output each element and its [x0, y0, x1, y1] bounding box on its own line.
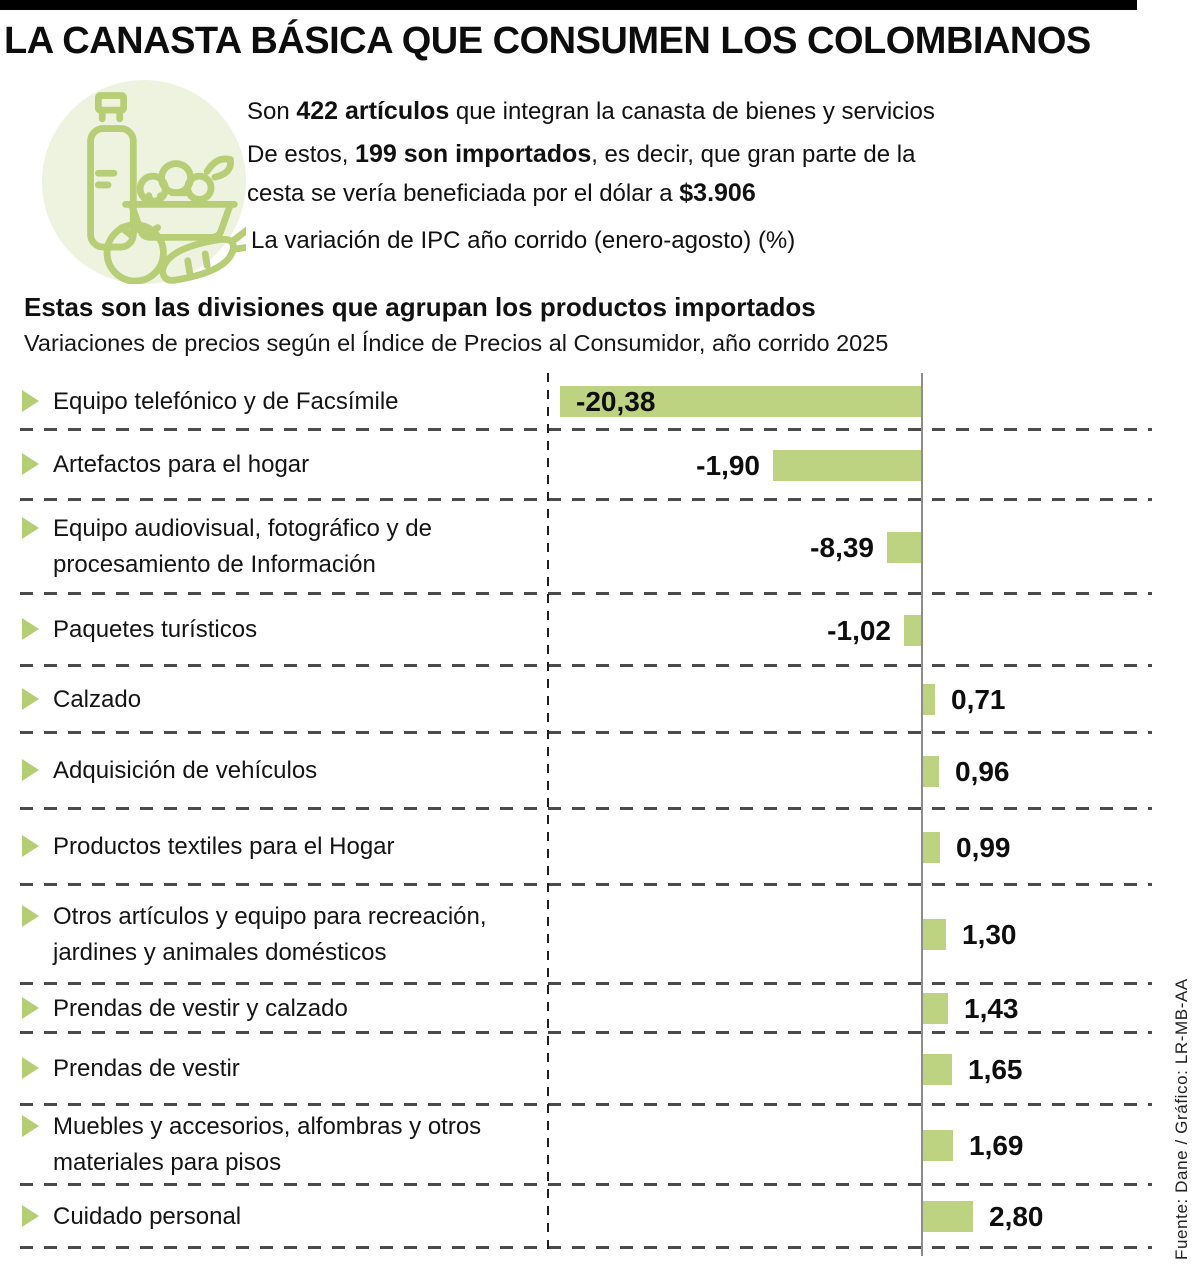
- chart-row: Calzado 0,71: [0, 666, 1200, 733]
- value-label: 1,69: [969, 1130, 1024, 1161]
- chart-row: Equipo audiovisual, fotográfico y deproc…: [0, 500, 1200, 594]
- value-label: 1,43: [964, 993, 1019, 1024]
- chart-row: Prendas de vestir 1,65: [0, 1033, 1200, 1105]
- page-title: LA CANASTA BÁSICA QUE CONSUMEN LOS COLOM…: [4, 20, 1091, 63]
- value-bar: [922, 832, 940, 863]
- value-bar: [922, 756, 939, 787]
- category-label-text: Prendas de vestir: [53, 1051, 240, 1087]
- category-label: Cuidado personal: [22, 1199, 241, 1235]
- intro-text: Son 422 artículos que integran la canast…: [247, 92, 987, 260]
- row-marker-icon: [22, 618, 39, 640]
- category-label: Otros artículos y equipo para recreación…: [22, 899, 487, 971]
- ipc-bar-chart: Equipo telefónico y de Facsímile -20,38 Ar…: [0, 373, 1200, 1258]
- row-marker-icon: [22, 759, 39, 781]
- chart-row: Muebles y accesorios, alfombras y otrosm…: [0, 1105, 1200, 1185]
- value-bar: [904, 615, 922, 646]
- source-credit: Fuente: Dane / Gráfico: LR-MB-AA: [1172, 978, 1192, 1260]
- infographic-canasta-basica: LA CANASTA BÁSICA QUE CONSUMEN LOS COLOM…: [0, 0, 1200, 1266]
- category-label: Equipo audiovisual, fotográfico y deproc…: [22, 511, 432, 583]
- chart-row: Otros artículos y equipo para recreación…: [0, 885, 1200, 984]
- value-bar: [922, 684, 935, 715]
- zero-axis-line: [921, 373, 923, 1256]
- chart-row: Artefactos para el hogar -1,90: [0, 430, 1200, 500]
- intro-line: La variación de IPC año corrido (enero-a…: [251, 222, 987, 260]
- value-label: 1,30: [962, 919, 1017, 950]
- row-marker-icon: [22, 835, 39, 857]
- category-label: Calzado: [22, 682, 141, 718]
- chart-row: Equipo telefónico y de Facsímile -20,38: [0, 373, 1200, 430]
- chart-row: Cuidado personal 2,80: [0, 1185, 1200, 1248]
- value-bar: [773, 450, 922, 481]
- category-label: Equipo telefónico y de Facsímile: [22, 384, 399, 420]
- value-label: 0,71: [951, 684, 1006, 715]
- value-bar: [922, 1054, 952, 1085]
- value-bar: [922, 919, 946, 950]
- row-marker-icon: [22, 517, 39, 539]
- intro-line: De estos, 199 son importados, es decir, …: [247, 135, 987, 174]
- value-label: 0,99: [956, 832, 1011, 863]
- category-label: Prendas de vestir y calzado: [22, 991, 348, 1027]
- value-label: 0,96: [955, 756, 1010, 787]
- category-label-text: Adquisición de vehículos: [53, 753, 317, 789]
- value-label: -8,39: [810, 532, 874, 563]
- grocery-basket-icon: [42, 80, 246, 284]
- section-subheading: Variaciones de precios según el Índice d…: [24, 330, 888, 357]
- top-accent-bar: [0, 0, 1137, 10]
- category-label-text: Calzado: [53, 682, 141, 718]
- value-bar: [922, 993, 948, 1024]
- category-label: Prendas de vestir: [22, 1051, 240, 1087]
- category-label-text: Productos textiles para el Hogar: [53, 829, 395, 865]
- category-label: Adquisición de vehículos: [22, 753, 317, 789]
- category-label-text: Equipo audiovisual, fotográfico y deproc…: [53, 511, 432, 583]
- row-marker-icon: [22, 688, 39, 710]
- row-marker-icon: [22, 1115, 39, 1137]
- category-label: Artefactos para el hogar: [22, 447, 309, 483]
- row-marker-icon: [22, 390, 39, 412]
- chart-row: Productos textiles para el Hogar 0,99: [0, 809, 1200, 885]
- category-label-text: Artefactos para el hogar: [53, 447, 309, 483]
- section-heading: Estas son las divisiones que agrupan los…: [24, 292, 816, 323]
- value-bar: [887, 532, 922, 563]
- row-marker-icon: [22, 453, 39, 475]
- chart-row: Paquetes turísticos -1,02: [0, 594, 1200, 666]
- category-label-text: Otros artículos y equipo para recreación…: [53, 899, 487, 971]
- row-marker-icon: [22, 997, 39, 1019]
- category-label-text: Cuidado personal: [53, 1199, 241, 1235]
- category-label-text: Equipo telefónico y de Facsímile: [53, 384, 399, 420]
- value-label: 2,80: [989, 1201, 1044, 1232]
- chart-row: Prendas de vestir y calzado 1,43: [0, 984, 1200, 1033]
- category-label: Paquetes turísticos: [22, 612, 257, 648]
- value-label: -1,02: [827, 615, 891, 646]
- row-marker-icon: [22, 1205, 39, 1227]
- row-marker-icon: [22, 905, 39, 927]
- value-bar: [922, 1201, 973, 1232]
- chart-row: Adquisición de vehículos 0,96: [0, 733, 1200, 809]
- value-label: -20,38: [576, 386, 655, 417]
- grocery-basket-illustration: [42, 80, 246, 284]
- category-label: Muebles y accesorios, alfombras y otrosm…: [22, 1109, 481, 1181]
- category-label-text: Muebles y accesorios, alfombras y otrosm…: [53, 1109, 481, 1181]
- scale-guide-line: [547, 373, 549, 1256]
- value-label: -1,90: [696, 450, 760, 481]
- category-label: Productos textiles para el Hogar: [22, 829, 395, 865]
- intro-line: cesta se vería beneficiada por el dólar …: [247, 174, 987, 213]
- row-marker-icon: [22, 1057, 39, 1079]
- value-label: 1,65: [968, 1054, 1023, 1085]
- value-bar: [922, 1130, 953, 1161]
- category-label-text: Prendas de vestir y calzado: [53, 991, 348, 1027]
- category-label-text: Paquetes turísticos: [53, 612, 257, 648]
- row-separator: [20, 1246, 1152, 1249]
- intro-line: Son 422 artículos que integran la canast…: [247, 92, 987, 131]
